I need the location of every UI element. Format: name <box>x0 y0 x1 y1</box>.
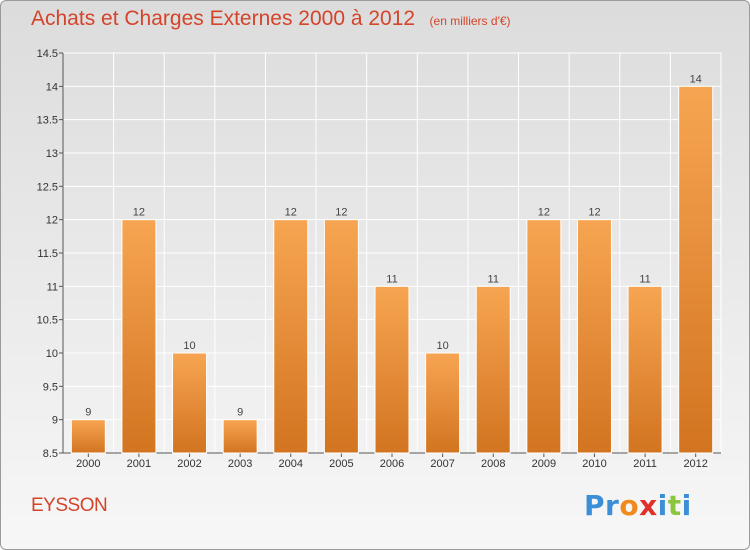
data-label: 12 <box>538 207 550 219</box>
y-tick-label: 10 <box>46 348 58 360</box>
bar <box>70 419 106 454</box>
brand-letter: t <box>667 489 682 522</box>
bar <box>273 219 309 454</box>
x-tick-label: 2004 <box>279 458 303 470</box>
y-tick-label: 11.5 <box>37 248 58 260</box>
data-label: 12 <box>133 207 145 219</box>
bar <box>374 285 410 454</box>
bar <box>576 219 612 454</box>
brand-letter: r <box>605 489 620 522</box>
y-tick-label: 9.5 <box>43 381 58 393</box>
bar <box>425 352 461 454</box>
data-label: 10 <box>183 340 195 352</box>
x-tick-label: 2009 <box>532 458 556 470</box>
data-label: 11 <box>488 273 499 285</box>
y-tick-label: 12 <box>46 215 58 227</box>
brand-logo: Proxiti <box>584 489 692 522</box>
data-label: 12 <box>335 207 347 219</box>
brand-letter: i <box>657 489 668 522</box>
x-tick-label: 2001 <box>127 458 151 470</box>
bar <box>678 85 714 454</box>
bar <box>627 285 663 454</box>
x-tick-label: 2005 <box>329 458 353 470</box>
bar <box>475 285 511 454</box>
bar <box>172 352 208 454</box>
bar <box>222 419 258 454</box>
x-tick-label: 2012 <box>683 458 707 470</box>
data-label: 12 <box>588 207 600 219</box>
bar <box>323 219 359 454</box>
y-tick-label: 12.5 <box>37 181 58 193</box>
x-tick-label: 2003 <box>228 458 252 470</box>
y-tick-label: 9 <box>52 415 58 427</box>
labels: 8.5 9 9.5 10 10.5 11 11.5 12 12.5 13 13.5 14 14.5 9 20… <box>37 48 708 470</box>
data-label: 9 <box>85 407 91 419</box>
bars <box>70 85 714 454</box>
data-label: 10 <box>436 340 448 352</box>
x-tick-label: 2006 <box>380 458 404 470</box>
data-label: 12 <box>285 207 297 219</box>
y-tick-label: 13.5 <box>37 115 58 127</box>
x-tick-label: 2000 <box>76 458 100 470</box>
brand-letter: x <box>639 489 658 522</box>
chart-unit: (en milliers d'€) <box>429 14 511 28</box>
commune-name: EYSSON <box>31 495 108 516</box>
x-tick-label: 2002 <box>177 458 201 470</box>
data-label: 14 <box>690 73 702 85</box>
y-tick-label: 11 <box>47 281 58 293</box>
x-tick-label: 2008 <box>481 458 505 470</box>
brand-letter: i <box>681 489 692 522</box>
brand-letter: P <box>584 489 606 522</box>
data-label: 9 <box>237 407 243 419</box>
chart-title: Achats et Charges Externes 2000 à 2012 <box>31 7 416 30</box>
data-label: 11 <box>639 273 650 285</box>
y-tick-label: 14.5 <box>37 48 58 60</box>
bar <box>526 219 562 454</box>
brand-letter: o <box>619 489 640 522</box>
y-tick-label: 10.5 <box>37 315 58 327</box>
y-tick-label: 13 <box>46 148 58 160</box>
y-tick-label: 14 <box>46 81 58 93</box>
x-tick-label: 2010 <box>582 458 606 470</box>
x-tick-label: 2007 <box>430 458 454 470</box>
data-label: 11 <box>386 273 397 285</box>
title-line: Achats et Charges Externes 2000 à 2012 (… <box>31 7 511 31</box>
y-tick-label: 8.5 <box>43 448 58 460</box>
x-tick-label: 2011 <box>633 458 657 470</box>
bar <box>121 219 157 454</box>
